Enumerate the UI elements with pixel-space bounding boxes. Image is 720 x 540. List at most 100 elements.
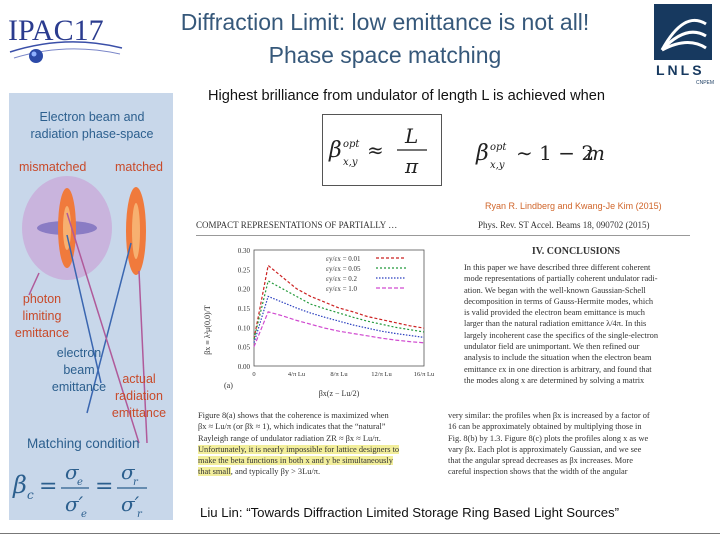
plot-legend: εy/εx = 0.01 εy/εx = 0.05 εy/εx = 0.2 εy/εx… (326, 255, 406, 293)
photon-line2: limiting (22, 309, 62, 323)
actual-radiation-emittance-label: actual radiation emittance (105, 371, 173, 422)
legend-label: εy/εx = 0.2 (326, 275, 358, 283)
svg-text:r: r (133, 477, 139, 488)
paper-running-title: COMPACT REPRESENTATIONS OF PARTIALLY … (196, 220, 398, 230)
paper-excerpt: COMPACT REPRESENTATIONS OF PARTIALLY … P… (190, 216, 690, 520)
caption-line: Rayleigh range of undulator radiation ZR… (198, 433, 381, 443)
conclusions-line: decomposition in terms of Gauss-Hermite … (464, 296, 654, 306)
phase-space-diagram (22, 176, 148, 444)
photon-limiting-emittance-label: photon limiting emittance (13, 291, 71, 342)
svg-text:e: e (77, 477, 83, 488)
svg-text:x,y: x,y (490, 160, 505, 171)
legend-label: εy/εx = 0.05 (326, 265, 361, 273)
svg-text:L: L (404, 124, 418, 148)
highlighted-line: make the beta functions in both x and y … (198, 456, 393, 466)
legend-label: εy/εx = 0.01 (326, 255, 361, 263)
beta-opt-eq1-graphic: β opt x,y ≈ L π (328, 124, 427, 178)
ipac-logo-text: IPAC17 (8, 14, 104, 47)
lnls-logo: LNLS CNPEM (648, 4, 718, 86)
svg-text:σ′: σ′ (121, 492, 140, 516)
radiation-core (63, 206, 71, 250)
cnpem-text: CNPEM (696, 80, 714, 86)
connector-actual-a (66, 212, 140, 444)
y-tick-label: 0.05 (238, 344, 251, 352)
conclusions-line: analysis to include the situation when t… (464, 353, 652, 363)
caption-line: Figure 8(a) shows that the coherence is … (198, 411, 389, 420)
y-tick-label: 0.25 (238, 266, 251, 274)
y-tick-label: 0.00 (238, 363, 251, 371)
sidebar-heading: Electron beam and radiation phase-space (27, 109, 157, 143)
svg-text:σ: σ (65, 460, 80, 484)
series-line (253, 264, 425, 340)
sidebar-heading-line1: Electron beam and (39, 110, 145, 124)
legend-label: εy/εx = 1.0 (326, 285, 358, 293)
brilliance-headline: Highest brilliance from undulator of len… (208, 88, 605, 104)
y-tick-label: 0.15 (238, 305, 251, 313)
conclusions-line: undulator field are unimportant. We then… (464, 342, 640, 352)
electron-line2: beam (63, 363, 95, 377)
results-line: very similar: the profiles when βx is in… (448, 411, 650, 420)
results-line: that the angular spread decreases as βx … (448, 456, 633, 466)
plot-series (253, 264, 425, 347)
paper-journal-ref: Phys. Rev. ST Accel. Beams 18, 090702 (2… (478, 220, 650, 230)
y-tick-label: 0.20 (238, 286, 251, 294)
conclusions-line: largely incoherent case the specifics of… (464, 330, 659, 340)
footer-caption: Liu Lin: “Towards Diffraction Limited St… (200, 505, 620, 520)
series-line (253, 311, 425, 347)
conclusions-line: the modes along x are determined by solv… (464, 375, 645, 385)
x-tick-label: 8/π Lu (330, 371, 348, 378)
svg-text:=: = (39, 474, 57, 499)
plot-xlabel: βx(z − Lu/2) (319, 389, 360, 398)
conclusions-heading: IV. CONCLUSIONS (531, 246, 621, 257)
results-line: 16 can be approximately obtained by mult… (448, 422, 642, 432)
ipac17-logo: IPAC17 (6, 8, 126, 70)
svg-text:x,y: x,y (343, 157, 358, 168)
mismatched-label: mismatched (19, 160, 87, 174)
results-line: vary βx. Each plot is approximately Gaus… (448, 444, 642, 454)
y-tick-label: 0.10 (238, 324, 251, 332)
svg-text:=: = (95, 474, 113, 499)
svg-text:≈: ≈ (367, 138, 384, 162)
connector-actual-b (138, 270, 148, 444)
ipac-logo-graphic: IPAC17 (8, 14, 123, 63)
conclusions-line: In this paper we have described three di… (464, 263, 651, 272)
paper-header: COMPACT REPRESENTATIONS OF PARTIALLY … P… (196, 220, 690, 236)
plot-ylabel: βx ≡ λ²μ(0,0)/T (203, 305, 212, 355)
actual-line1: actual (122, 372, 156, 386)
connector-photon (28, 272, 40, 296)
caption-tail: , and typically βy > 3Lu/π. (230, 467, 321, 477)
matched-core (132, 203, 140, 259)
actual-line2: radiation (115, 389, 163, 403)
electron-line3: emittance (51, 380, 107, 394)
x-tick-label: 0 (252, 371, 255, 378)
caption-line: βx ≈ Lu/π (or β̃x ≈ 1), which indicates … (198, 422, 386, 432)
svg-text:σ: σ (121, 460, 136, 484)
footer-divider (0, 533, 720, 534)
beta-opt-eq2-graphic: β opt x,y ∼ 1 − 2 m (475, 141, 605, 171)
svg-text:e: e (81, 509, 87, 519)
electron-beam-emittance-label: electron beam emittance (37, 345, 121, 396)
slide-title: Diffraction Limit: low emittance is not … (130, 6, 640, 72)
connector-electron-b (86, 242, 132, 414)
svg-text:r: r (137, 509, 143, 519)
conclusions-line: emittance εx in one direction is arbitra… (464, 364, 652, 374)
svg-text:m: m (586, 141, 605, 165)
photon-line1: photon (22, 292, 62, 306)
series-line (253, 280, 425, 340)
svg-text:∼ 1 − 2: ∼ 1 − 2 (516, 141, 594, 165)
conclusions-line: mode representations of partially cohere… (464, 274, 658, 284)
matching-equation: β c = σ e σ′ e = σ r σ′ r (12, 460, 147, 519)
title-line-2: Phase space matching (268, 42, 502, 68)
beta-opt-equation-2: β opt x,y ∼ 1 − 2 m (470, 126, 630, 176)
photon-line3: emittance (14, 326, 70, 340)
x-tick-label: 12/π Lu (371, 371, 392, 378)
svg-text:β: β (328, 138, 342, 163)
lnls-logo-text: LNLS (656, 62, 705, 78)
citation-authors: Ryan R. Lindberg and Kwang-Je Kim (2015) (485, 201, 662, 211)
results-line: careful inspection shows that the width … (448, 467, 628, 477)
sidebar-panel: Electron beam and radiation phase-space … (9, 93, 173, 520)
svg-text:σ′: σ′ (65, 492, 84, 516)
conclusions-body: In this paper we have described three di… (464, 262, 690, 386)
svg-text:c: c (27, 488, 34, 502)
conclusions-line: is valid provided the electron beam emit… (464, 308, 645, 318)
